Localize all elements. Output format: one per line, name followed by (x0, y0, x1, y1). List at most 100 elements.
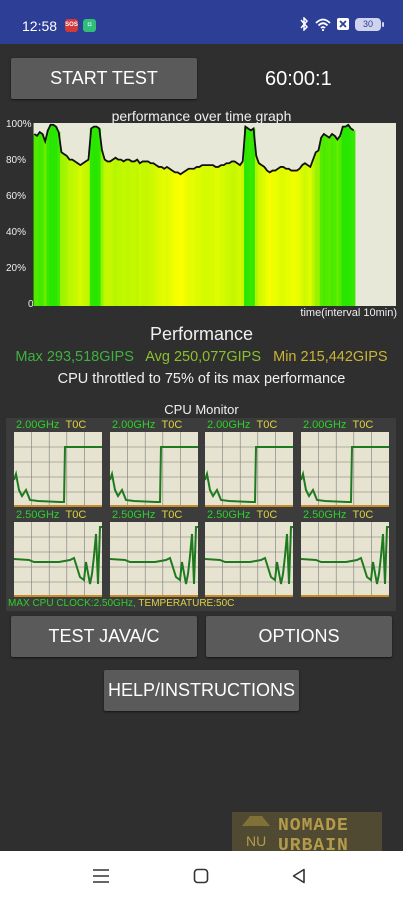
graph-bar (260, 165, 264, 306)
graph-bar (227, 163, 231, 306)
battery-level: 30 (362, 18, 373, 29)
graph-bar (97, 128, 102, 306)
core-frequency: 2.50GHz (207, 509, 251, 521)
x-icon (337, 18, 349, 30)
help-instructions-button[interactable]: HELP/INSTRUCTIONS (104, 670, 299, 711)
cpu-core-tile: 2.50GHz T0C (14, 509, 102, 597)
core-graph-grid (205, 432, 293, 507)
core-label: 2.50GHz T0C (16, 509, 86, 521)
graph-bar (125, 159, 129, 306)
graph-bar (341, 126, 345, 306)
start-test-button[interactable]: START TEST (11, 58, 197, 99)
core-graph (301, 522, 389, 597)
graph-bar (76, 163, 80, 306)
y-axis-label: 0 (28, 299, 34, 310)
core-frequency: 2.00GHz (16, 419, 60, 431)
home-icon[interactable] (193, 868, 209, 884)
graph-bar (141, 161, 145, 306)
graph-bar (325, 135, 329, 306)
graph-bar (284, 168, 288, 306)
max-cpu-clock: MAX CPU CLOCK:2.50GHz, (8, 598, 136, 609)
graph-bar (79, 165, 83, 306)
status-icons: 30 (299, 17, 384, 31)
graph-bar (257, 163, 261, 306)
wifi-icon (315, 18, 331, 31)
bluetooth-icon (300, 17, 309, 31)
graph-bar (103, 159, 107, 306)
graph-bar (263, 166, 267, 306)
core-graph (14, 522, 102, 597)
graph-bars (33, 124, 356, 306)
graph-bar (157, 166, 161, 306)
graph-bar (173, 172, 177, 306)
x-axis-label: time(interval 10min) (300, 307, 397, 319)
back-icon[interactable] (291, 868, 307, 884)
core-graph (205, 522, 293, 597)
graph-bar (292, 170, 296, 306)
graph-bar (346, 124, 350, 306)
graph-bar (317, 150, 321, 306)
graph-bar (187, 168, 191, 306)
options-button[interactable]: OPTIONS (206, 616, 392, 657)
graph-bar (49, 124, 53, 306)
graph-bar (241, 161, 245, 306)
svg-text:NOMADE: NOMADE (278, 816, 349, 836)
graph-bar (149, 163, 153, 306)
graph-bar (198, 166, 202, 306)
graph-bar (298, 168, 302, 306)
core-temperature: T0C (352, 509, 374, 521)
graph-bar (303, 163, 307, 306)
graph-bar (33, 133, 37, 306)
cpu-core-tile: 2.00GHz T0C (301, 419, 389, 507)
core-graph (205, 432, 293, 507)
y-axis-label: 40% (6, 227, 27, 238)
core-label: 2.00GHz T0C (112, 419, 182, 431)
graph-bar (70, 159, 74, 306)
y-axis-label: 80% (6, 155, 27, 166)
y-axis-label: 20% (6, 263, 27, 274)
status-time: 12:58 (22, 18, 58, 34)
graph-bar (181, 172, 185, 306)
graph-bar (138, 163, 142, 306)
min-gips: Min 215,442GIPS (273, 349, 388, 365)
graph-bar (300, 165, 304, 306)
graph-bar (143, 161, 148, 306)
y-axis-label: 60% (6, 191, 27, 202)
graph-bar (114, 157, 118, 306)
graph-bar (208, 165, 212, 306)
cpu-core-tile: 2.50GHz T0C (205, 509, 293, 597)
graph-bar (62, 154, 66, 306)
graph-bar (349, 128, 353, 306)
graph-bar (41, 133, 45, 306)
graph-bar (95, 126, 99, 306)
performance-graph (33, 123, 396, 306)
graph-bar (200, 165, 204, 306)
graph-bar (254, 155, 258, 306)
core-temperature: T0C (256, 509, 278, 521)
performance-title: Performance (149, 324, 254, 344)
graph-bar (222, 165, 226, 306)
graph-bar (295, 170, 299, 306)
graph-bar (211, 165, 215, 306)
core-label: 2.00GHz T0C (16, 419, 86, 431)
graph-bar (225, 163, 229, 306)
core-temperature: T0C (65, 509, 87, 521)
graph-bar (165, 166, 169, 306)
test-java-c-button[interactable]: TEST JAVA/C (11, 616, 197, 657)
graph-bar (314, 152, 318, 306)
watermark-logo: NU NOMADE URBAIN (232, 810, 382, 856)
graph-bar (73, 161, 77, 306)
graph-bar (344, 126, 348, 306)
graph-bar (154, 165, 158, 306)
graph-bar (57, 132, 61, 306)
graph-bar (265, 170, 269, 306)
graph-bar (84, 161, 88, 306)
core-frequency-line (205, 526, 293, 585)
core-frequency: 2.50GHz (112, 509, 156, 521)
sos-app-icon: SOS (65, 19, 78, 32)
core-frequency: 2.50GHz (303, 509, 347, 521)
core-graph (110, 522, 198, 597)
menu-icon[interactable] (92, 869, 110, 883)
core-label: 2.50GHz T0C (112, 509, 182, 521)
graph-bar (146, 161, 150, 306)
